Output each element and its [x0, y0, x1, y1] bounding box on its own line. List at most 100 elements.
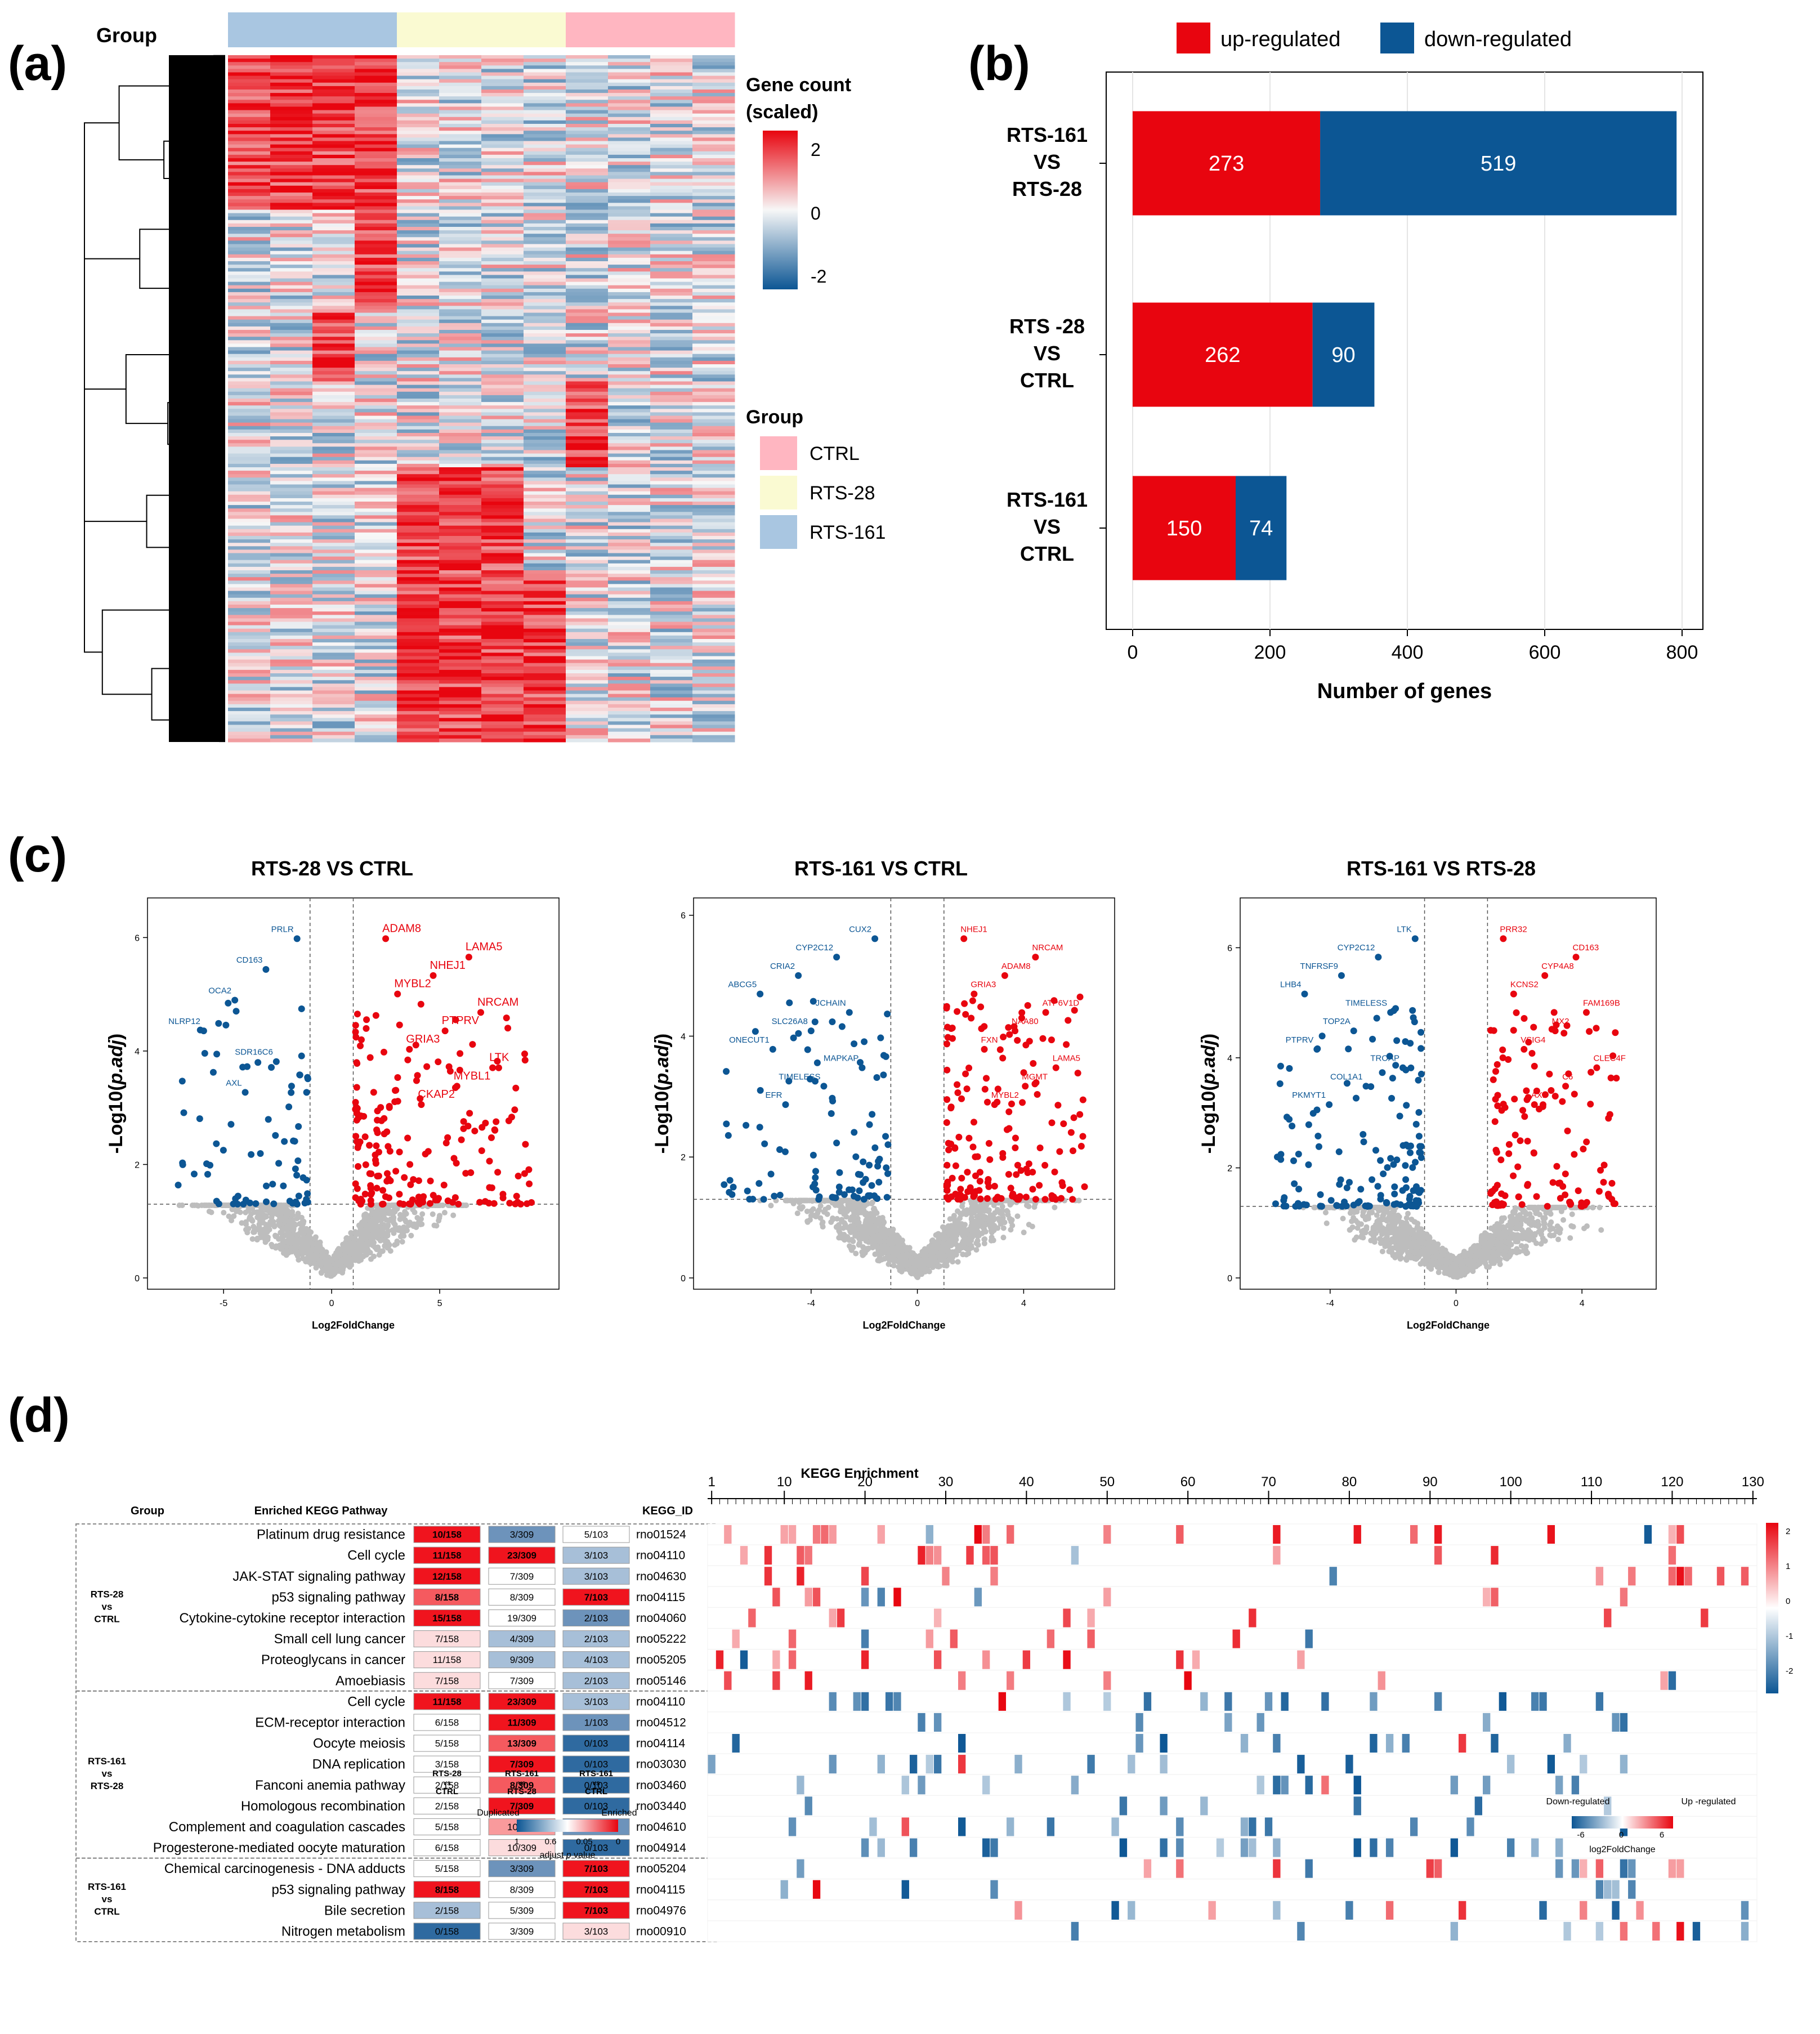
- heatmap-cell: [228, 340, 271, 344]
- heatmap-cell: [524, 237, 566, 241]
- heatmap-cell: [692, 162, 735, 166]
- volcano-gene-label: LAMA5: [466, 941, 503, 953]
- heatmap-cell: [481, 182, 524, 186]
- heatmap-cell: [566, 337, 609, 341]
- heatmap-cell: [355, 69, 397, 73]
- heatmap-cell: [439, 124, 482, 128]
- heatmap-cell: [481, 110, 524, 114]
- heatmap-cell: [439, 463, 482, 468]
- heatmap-cell: [481, 708, 524, 712]
- heatmap-cell: [270, 728, 313, 732]
- heatmap-cell: [608, 285, 651, 289]
- heatmap-cell: [566, 124, 609, 128]
- heatmap-cell: [312, 625, 355, 629]
- heatmap-cell: [692, 199, 735, 203]
- heatmap-cell: [608, 158, 651, 162]
- heatmap-cell: [692, 127, 735, 131]
- heatmap-cell: [355, 278, 397, 283]
- heatmap-cell: [481, 268, 524, 272]
- heatmap-cell: [608, 193, 651, 196]
- heatmap-cell: [566, 137, 609, 141]
- heatmap-cell: [312, 443, 355, 447]
- heatmap-cell: [312, 556, 355, 561]
- heatmap-cell: [270, 502, 313, 506]
- heatmap-cell: [566, 93, 609, 97]
- heatmap-cell: [228, 323, 271, 327]
- heatmap-cell: [228, 666, 271, 670]
- heatmap-cell: [481, 505, 524, 509]
- heatmap-cell: [312, 566, 355, 571]
- heatmap-cell: [355, 608, 397, 612]
- heatmap-cell: [566, 374, 609, 378]
- heatmap-cell: [228, 343, 271, 347]
- heatmap-cell: [228, 371, 271, 375]
- heatmap-cell: [270, 357, 313, 361]
- heatmap-cell: [524, 343, 566, 347]
- heatmap-cell: [228, 725, 271, 729]
- heatmap-cell: [650, 539, 693, 543]
- heatmap-cell: [355, 55, 397, 59]
- heatmap-cell: [312, 103, 355, 107]
- heatmap-cell: [312, 580, 355, 584]
- volcano-point-down: [239, 1063, 247, 1071]
- heatmap-cell: [228, 467, 271, 471]
- volcano-point-up: [495, 1064, 502, 1071]
- heatmap-cell: [228, 213, 271, 217]
- heatmap-cell: [397, 484, 440, 489]
- heatmap-cell: [692, 360, 735, 365]
- heatmap-cell: [524, 405, 566, 409]
- heatmap-cell: [481, 244, 524, 248]
- heatmap-cell: [608, 446, 651, 450]
- heatmap-cell: [270, 474, 313, 478]
- bar-xtick-label: 800: [1666, 642, 1698, 663]
- heatmap-cell: [355, 481, 397, 485]
- heatmap-cell: [481, 584, 524, 588]
- heatmap-cell: [608, 502, 651, 506]
- heatmap-cell: [397, 120, 440, 124]
- heatmap-cell: [650, 154, 693, 159]
- heatmap-cell: [692, 172, 735, 176]
- heatmap-cell: [312, 55, 355, 59]
- heatmap-cell: [481, 440, 524, 444]
- heatmap-cell: [312, 193, 355, 196]
- volcano-point-up: [392, 1087, 399, 1094]
- heatmap-cell: [270, 144, 313, 149]
- heatmap-cell: [524, 474, 566, 478]
- volcano-point-up: [430, 1192, 437, 1199]
- heatmap-cell: [650, 175, 693, 180]
- heatmap-cell: [397, 319, 440, 324]
- heatmap-cell: [524, 584, 566, 588]
- heatmap-cell: [481, 237, 524, 241]
- heatmap-cell: [566, 601, 609, 605]
- volcano-point-up: [353, 1105, 360, 1112]
- bar-xtick-label: 200: [1254, 642, 1286, 663]
- heatmap-cell: [270, 615, 313, 619]
- heatmap-cell: [650, 182, 693, 186]
- panel-d-label: (d): [8, 1388, 70, 1442]
- volcano-point-labeled: [231, 996, 239, 1004]
- heatmap-cell: [608, 79, 651, 83]
- volcano-point-down: [196, 1115, 203, 1123]
- panel-b-label: (b): [968, 37, 1030, 91]
- heatmap-cell: [439, 100, 482, 104]
- heatmap-cell: [524, 738, 566, 743]
- heatmap-cell: [608, 247, 651, 252]
- heatmap-cell: [439, 319, 482, 324]
- heatmap-cell: [439, 502, 482, 506]
- heatmap-cell: [524, 491, 566, 495]
- heatmap-cell: [650, 292, 693, 296]
- heatmap-cell: [312, 62, 355, 66]
- heatmap-cell: [650, 86, 693, 90]
- volcano-point-ns: [289, 1212, 295, 1218]
- heatmap-cell: [650, 594, 693, 598]
- heatmap-cell: [566, 429, 609, 433]
- heatmap-cell: [524, 539, 566, 543]
- heatmap-cell: [692, 532, 735, 537]
- heatmap-cell: [524, 697, 566, 701]
- heatmap-cell: [397, 230, 440, 234]
- volcano-point-down: [257, 1150, 264, 1157]
- heatmap-cell: [397, 281, 440, 286]
- heatmap-cell: [608, 316, 651, 320]
- heatmap-cell: [355, 488, 397, 492]
- heatmap-group-bar: [566, 12, 609, 47]
